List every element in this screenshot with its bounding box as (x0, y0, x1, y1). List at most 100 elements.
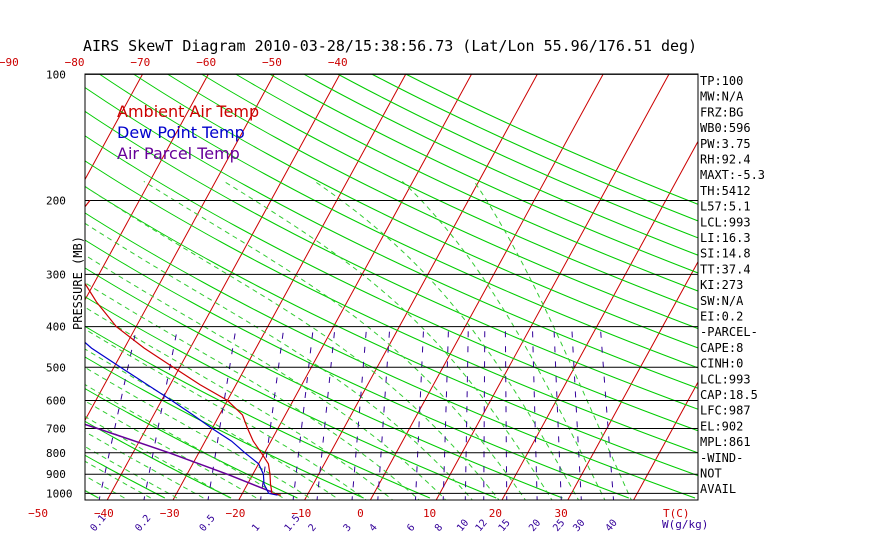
moist-adiabat-line (85, 366, 314, 500)
index-value: L57:5.1 (700, 200, 751, 214)
index-value: TT:37.4 (700, 262, 751, 276)
pressure-tick-label: 600 (46, 394, 66, 407)
dry-adiabat-line (201, 74, 698, 311)
dewpoint-temp-line (85, 341, 278, 496)
dry-adiabat-line (85, 86, 698, 389)
index-value: FRZ:BG (700, 105, 743, 119)
pressure-tick-label: 100 (46, 68, 66, 81)
mixing-ratio-tick-label: 2 (307, 522, 319, 534)
chart-title: AIRS SkewT Diagram 2010-03-28/15:38:56.7… (83, 37, 697, 55)
mixing-ratio-tick-label: 0.5 (198, 513, 218, 534)
dry-adiabat-line (85, 185, 698, 477)
bottom-temp-tick-label: −20 (226, 507, 246, 520)
index-value: MAXT:-5.3 (700, 168, 765, 182)
index-value: LCL:993 (700, 215, 751, 229)
moist-adiabat-line (85, 400, 262, 500)
index-value: PW:3.75 (700, 137, 751, 151)
legend: Ambient Air Temp Dew Point Temp Air Parc… (117, 102, 259, 163)
mixing-ratio-tick-label: 20 (527, 518, 543, 534)
mixing-ratio-line (143, 326, 179, 500)
y-axis-label: PRESSURE (MB) (71, 236, 85, 330)
moist-adiabat-line (85, 282, 420, 500)
bottom-temp-tick-label: −40 (94, 507, 114, 520)
isotherm-line (435, 74, 670, 500)
dry-adiabat-line (85, 239, 629, 499)
dry-adiabat-line (303, 74, 698, 256)
index-value: TP:100 (700, 74, 743, 88)
top-temp-tick-label: −60 (196, 56, 216, 69)
mixing-ratio-tick-label: 30 (571, 518, 587, 534)
dry-adiabat-line (85, 356, 364, 499)
pressure-tick-label: 300 (46, 268, 66, 281)
moist-adiabat-line (85, 306, 394, 500)
mixing-ratio-tick-label: 3 (342, 522, 354, 534)
index-value: LCL:993 (700, 372, 751, 386)
legend-dewpoint: Dew Point Temp (117, 123, 245, 142)
pressure-tick-label: 1000 (46, 487, 73, 500)
pressure-tick-label: 700 (46, 422, 66, 435)
axes: 1002003004005006007008009001000−120−110−… (0, 56, 708, 534)
mixing-ratio-tick-label: 25 (551, 518, 567, 534)
isotherm-line (85, 74, 143, 181)
mixing-ratio-unit: W(g/kg) (662, 518, 708, 531)
index-value: LFC:987 (700, 404, 751, 418)
index-value: EL:902 (700, 419, 743, 433)
moist-adiabat-line (85, 254, 447, 500)
moist-adiabat-line (143, 180, 527, 500)
mixing-ratio-tick-label: 40 (604, 518, 620, 534)
legend-parcel: Air Parcel Temp (117, 144, 240, 163)
profiles (85, 200, 282, 496)
top-temp-tick-label: −70 (130, 56, 150, 69)
parcel-temp-line (85, 423, 273, 493)
moist-adiabat-line (401, 181, 606, 500)
bottom-temp-tick-label: −50 (28, 507, 48, 520)
isotherm-line (106, 74, 341, 500)
isotherm-line (238, 74, 472, 500)
bottom-temp-tick-label: −30 (160, 507, 180, 520)
dry-adiabat-line (269, 74, 698, 274)
moist-adiabat-line (85, 328, 367, 500)
dry-adiabat-line (85, 267, 563, 499)
mixing-ratio-tick-label: 4 (367, 522, 379, 534)
mixing-ratio-line (483, 326, 486, 500)
dry-adiabat-line (85, 212, 696, 499)
isotherm-line (304, 74, 538, 500)
plot-grid (0, 74, 870, 502)
top-temp-tick-label: −40 (328, 56, 348, 69)
dry-adiabat-line (85, 388, 298, 499)
moist-adiabat-line (85, 348, 341, 500)
index-value: SI:14.8 (700, 247, 751, 261)
pressure-tick-label: 400 (46, 321, 66, 334)
mixing-ratio-line (553, 326, 562, 500)
mixing-ratio-tick-label: 15 (497, 518, 513, 534)
dry-adiabat-line (235, 74, 698, 292)
pressure-tick-label: 200 (46, 195, 66, 208)
index-value: RH:92.4 (700, 153, 751, 167)
mixing-ratio-tick-label: 10 (455, 518, 471, 534)
isotherm-line (0, 74, 77, 502)
pressure-tick-label: 900 (46, 468, 66, 481)
index-value: MPL:861 (700, 435, 751, 449)
dry-adiabat-line (85, 325, 431, 499)
index-value: -PARCEL- (700, 325, 758, 339)
bottom-temp-tick-label: 10 (423, 507, 436, 520)
index-value: AVAIL (700, 482, 736, 496)
dry-adiabat-line (85, 160, 698, 454)
index-value: TH:5412 (700, 184, 751, 198)
dry-adiabat-line (0, 74, 32, 498)
moist-adiabat-line (85, 222, 474, 500)
moist-adiabat-line (85, 460, 156, 500)
ambient-temp-line (85, 200, 282, 496)
pressure-tick-label: 800 (46, 447, 66, 460)
index-value: KI:273 (700, 278, 743, 292)
isotherm-line (764, 74, 870, 502)
plot-frame (84, 73, 699, 501)
bottom-temp-tick-label: 0 (357, 507, 364, 520)
mixing-ratio-tick-label: 12 (474, 518, 490, 534)
top-temp-tick-label: −80 (65, 56, 85, 69)
mixing-ratio-tick-label: 6 (405, 522, 417, 534)
mixing-ratio-tick-label: 8 (433, 522, 445, 534)
dry-adiabat-line (99, 74, 698, 369)
isotherm-line (501, 140, 698, 500)
